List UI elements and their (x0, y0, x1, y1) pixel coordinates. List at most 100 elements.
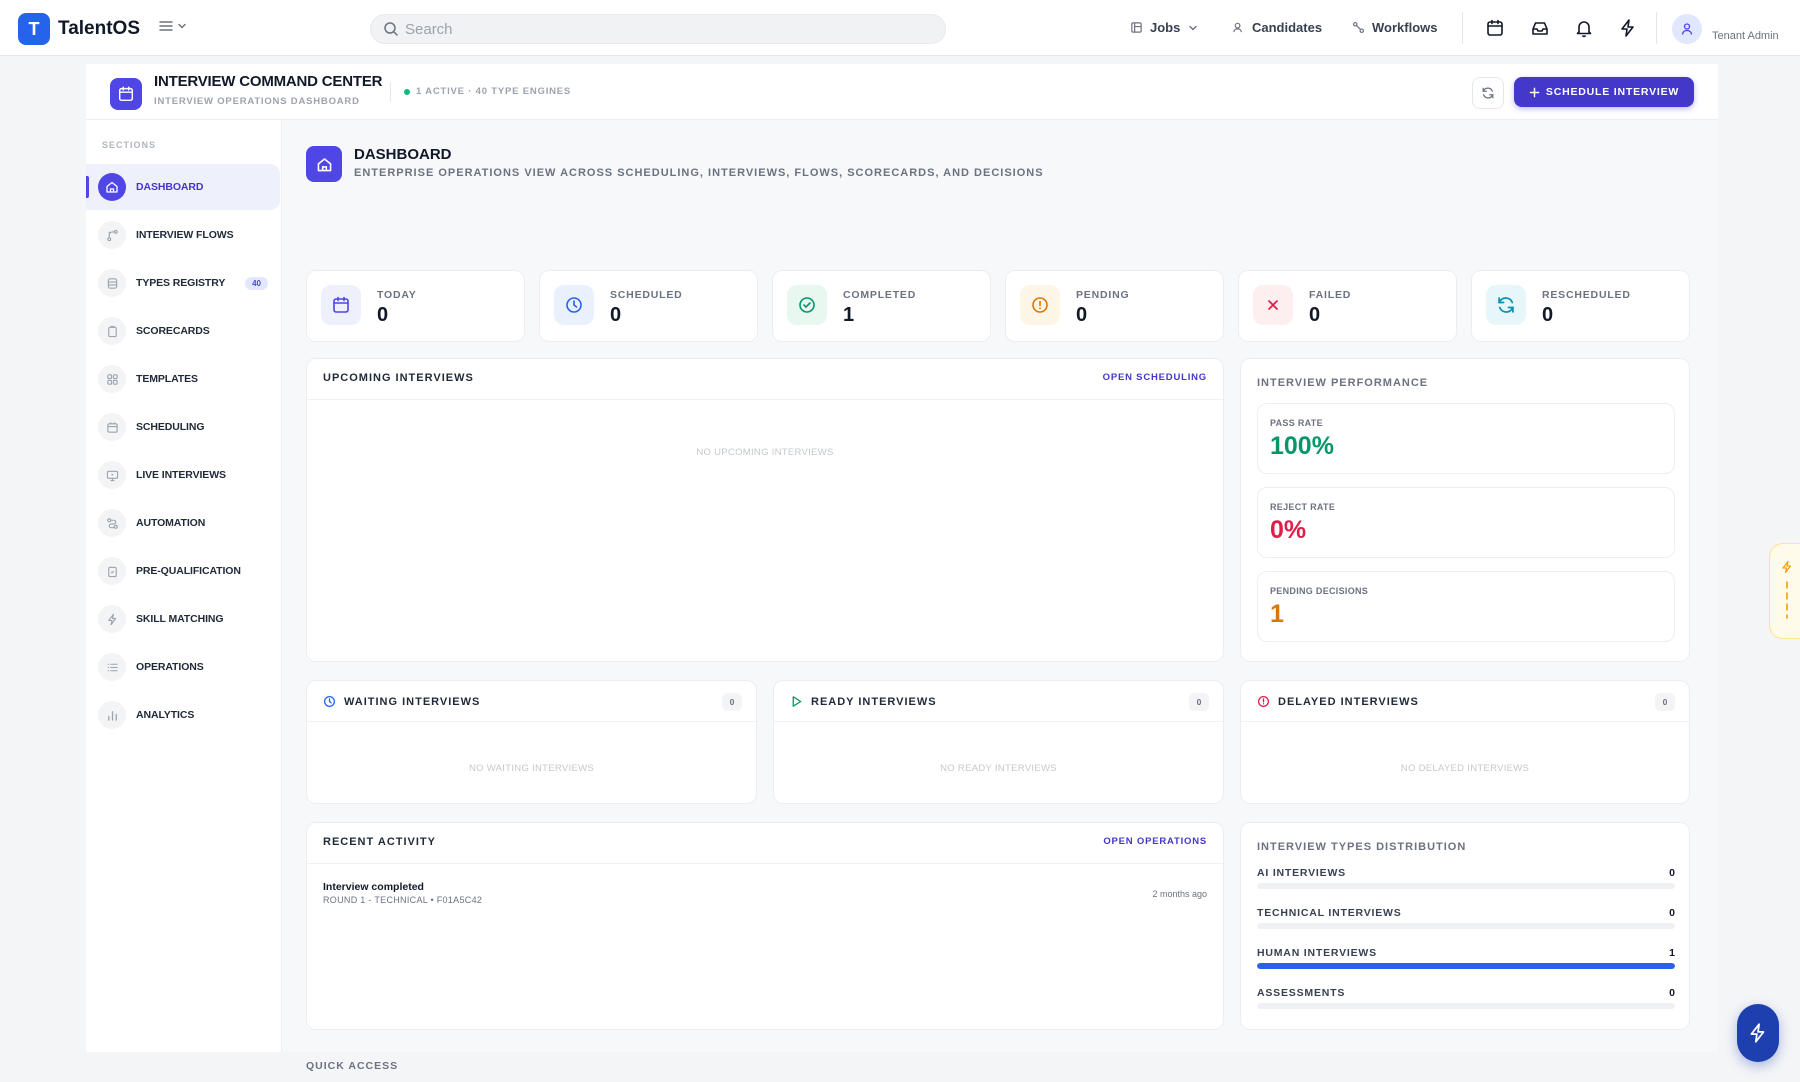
quick-actions-button[interactable] (1616, 16, 1640, 40)
sidebar-item-interview-flows[interactable]: INTERVIEW FLOWS (86, 212, 280, 258)
stat-label: SCHEDULED (610, 289, 683, 301)
stat-card-scheduled[interactable]: SCHEDULED 0 (539, 270, 758, 342)
stat-card-failed[interactable]: FAILED 0 (1238, 270, 1457, 342)
home-icon (98, 173, 126, 201)
ready-interviews-card: READY INTERVIEWS 0 NO READY INTERVIEWS (773, 680, 1224, 804)
drag-handle-icon (1786, 581, 1788, 619)
stat-value: 0 (1542, 304, 1554, 326)
clipboard-icon (98, 317, 126, 345)
search-input[interactable] (405, 20, 925, 38)
sidebar-item-dashboard[interactable]: DASHBOARD (86, 164, 280, 210)
app-logo[interactable]: T (18, 13, 50, 45)
distribution-value: 0 (1669, 987, 1675, 999)
sidebar: SECTIONS DASHBOARD INTERVIEW FLOWS TYPES… (86, 120, 282, 1052)
divider (1241, 721, 1689, 722)
stat-card-rescheduled[interactable]: RESCHEDULED 0 (1471, 270, 1690, 342)
pass-rate-metric: PASS RATE 100% (1257, 403, 1675, 474)
metric-label: PENDING DECISIONS (1270, 586, 1369, 596)
sidebar-item-automation[interactable]: AUTOMATION (86, 500, 280, 546)
bar-chart-icon (98, 701, 126, 729)
schedule-interview-button[interactable]: SCHEDULE INTERVIEW (1514, 77, 1694, 107)
open-scheduling-link[interactable]: OPEN SCHEDULING (1102, 372, 1207, 383)
divider (307, 399, 1223, 400)
sidebar-item-label: AUTOMATION (136, 517, 206, 529)
distribution-label: AI INTERVIEWS (1257, 867, 1346, 879)
stat-value: 0 (610, 304, 622, 326)
divider (390, 82, 391, 102)
bolt-icon (98, 605, 126, 633)
x-icon (1253, 285, 1293, 325)
card-title-text: DELAYED INTERVIEWS (1278, 695, 1419, 708)
sidebar-item-label: OPERATIONS (136, 661, 204, 673)
status-dot (404, 88, 410, 95)
sidebar-item-analytics[interactable]: ANALYTICS (86, 692, 280, 738)
alert-circle-icon (1020, 285, 1060, 325)
inbox-button[interactable] (1528, 16, 1552, 40)
sidebar-item-skill-matching[interactable]: SKILL MATCHING (86, 596, 280, 642)
refresh-button[interactable] (1472, 77, 1504, 109)
sidebar-item-live-interviews[interactable]: LIVE INTERVIEWS (86, 452, 280, 498)
home-icon (317, 157, 331, 171)
progress-track (1257, 923, 1675, 929)
nav-jobs[interactable]: Jobs (1130, 20, 1199, 35)
stat-value: 0 (1076, 304, 1088, 326)
stat-value: 1 (843, 304, 855, 326)
nav-candidates[interactable]: Candidates (1232, 20, 1322, 35)
calendar-icon (321, 285, 361, 325)
metric-value: 100% (1270, 432, 1334, 460)
schedule-interview-label: SCHEDULE INTERVIEW (1545, 86, 1680, 98)
bolt-icon (1750, 1023, 1765, 1043)
menu-toggle-button[interactable] (158, 18, 188, 34)
dashboard-content: DASHBOARD ENTERPRISE OPERATIONS VIEW ACR… (282, 120, 1718, 1072)
sidebar-item-scorecards[interactable]: SCORECARDS (86, 308, 280, 354)
distribution-row: ASSESSMENTS 0 (1257, 987, 1675, 1019)
status-indicator: 1 ACTIVE · 40 TYPE ENGINES (404, 86, 571, 97)
workflows-icon (1352, 21, 1365, 34)
sidebar-item-pre-qualification[interactable]: PRE-QUALIFICATION (86, 548, 280, 594)
distribution-row: AI INTERVIEWS 0 (1257, 867, 1675, 899)
distribution-label: ASSESSMENTS (1257, 987, 1346, 999)
upcoming-interviews-card: UPCOMING INTERVIEWS OPEN SCHEDULING NO U… (306, 358, 1224, 662)
card-title: RECENT ACTIVITY (323, 836, 436, 848)
refresh-icon (1482, 87, 1494, 99)
stat-card-pending[interactable]: PENDING 0 (1005, 270, 1224, 342)
page-header: INTERVIEW COMMAND CENTER INTERVIEW OPERA… (86, 64, 1718, 120)
calendar-icon (98, 413, 126, 441)
card-title-text: WAITING INTERVIEWS (344, 695, 481, 708)
side-panel-handle[interactable] (1769, 543, 1800, 639)
sidebar-item-types-registry[interactable]: TYPES REGISTRY 40 (86, 260, 280, 306)
stat-card-today[interactable]: TODAY 0 (306, 270, 525, 342)
clock-icon (554, 285, 594, 325)
card-title-text: READY INTERVIEWS (811, 695, 937, 708)
nav-candidates-label: Candidates (1252, 20, 1323, 35)
sidebar-section-label: SECTIONS (102, 140, 157, 150)
list-icon (98, 653, 126, 681)
sidebar-item-label: TEMPLATES (136, 373, 198, 385)
sidebar-item-label: ANALYTICS (136, 709, 195, 721)
stat-label: PENDING (1076, 289, 1130, 301)
open-operations-link[interactable]: OPEN OPERATIONS (1103, 836, 1207, 847)
sidebar-item-operations[interactable]: OPERATIONS (86, 644, 280, 690)
count-badge: 40 (245, 276, 268, 290)
card-title: INTERVIEW TYPES DISTRIBUTION (1257, 841, 1467, 853)
waiting-interviews-card: WAITING INTERVIEWS 0 NO WAITING INTERVIE… (306, 680, 757, 804)
search-icon (384, 22, 398, 36)
distribution-row: HUMAN INTERVIEWS 1 (1257, 947, 1675, 979)
plus-icon (1529, 87, 1540, 97)
calendar-button[interactable] (1483, 16, 1507, 40)
sidebar-item-scheduling[interactable]: SCHEDULING (86, 404, 280, 450)
search-bar[interactable] (370, 14, 946, 44)
user-avatar[interactable] (1672, 14, 1702, 44)
user-name[interactable]: Tenant Admin (1712, 30, 1779, 42)
distribution-label: HUMAN INTERVIEWS (1257, 947, 1377, 959)
notifications-button[interactable] (1572, 16, 1596, 40)
sidebar-item-templates[interactable]: TEMPLATES (86, 356, 280, 402)
quick-action-fab[interactable] (1737, 1004, 1779, 1062)
dashboard-icon (306, 146, 342, 182)
sidebar-item-label: LIVE INTERVIEWS (136, 469, 226, 481)
nav-workflows[interactable]: Workflows (1352, 20, 1438, 35)
empty-state: NO UPCOMING INTERVIEWS (696, 447, 834, 458)
distribution-value: 1 (1669, 947, 1675, 959)
bolt-icon (1621, 19, 1634, 37)
stat-card-completed[interactable]: COMPLETED 1 (772, 270, 991, 342)
